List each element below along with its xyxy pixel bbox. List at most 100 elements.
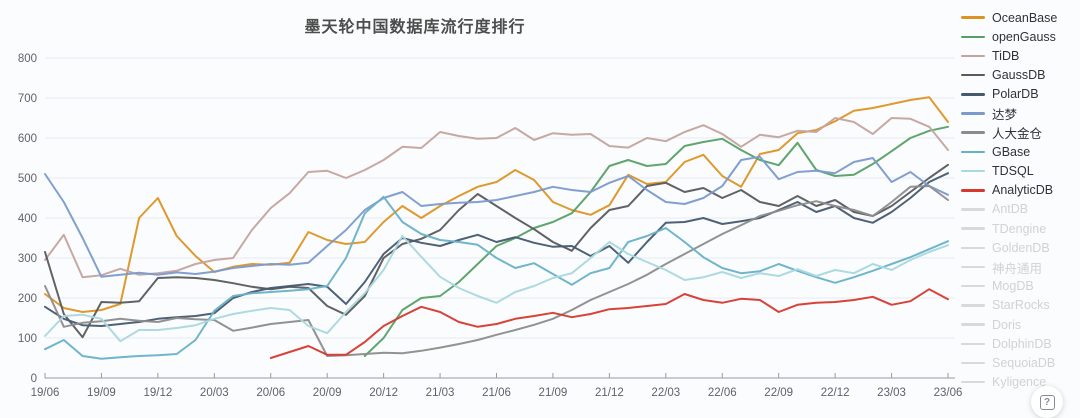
legend-line-swatch	[961, 323, 985, 326]
x-tick-label: 22/12	[821, 387, 850, 399]
legend-item-TDSQL[interactable]: TDSQL	[961, 162, 1079, 181]
series-line-GBase	[44, 195, 949, 360]
legend-label: GoldenDB	[992, 240, 1050, 255]
legend-item-达梦[interactable]: 达梦	[961, 104, 1079, 123]
x-tick-label: 19/12	[143, 387, 172, 399]
legend-line-swatch	[961, 342, 985, 346]
legend-item-Doris[interactable]: Doris	[961, 315, 1079, 334]
y-tick-label: 100	[18, 333, 37, 345]
chart-title: 墨天轮中国数据库流行度排行	[304, 19, 526, 36]
legend-item-OceanBase[interactable]: OceanBase	[961, 8, 1079, 27]
x-tick-label: 19/09	[87, 387, 116, 399]
legend-label: Doris	[992, 317, 1022, 332]
series-line-人大金仓	[44, 185, 949, 357]
legend-line-swatch	[961, 16, 985, 19]
legend-label: 神舟通用	[992, 261, 1043, 276]
y-tick-label: 700	[18, 93, 37, 105]
x-tick-label: 20/06	[256, 387, 285, 399]
x-tick-label: 23/03	[877, 387, 906, 399]
legend-label: GaussDB	[992, 68, 1046, 83]
question-mark-icon: ?	[1039, 394, 1055, 410]
x-tick-label: 20/03	[200, 387, 229, 399]
legend-line-swatch	[961, 54, 985, 58]
y-tick-label: 600	[18, 133, 37, 145]
legend-label: GBase	[992, 144, 1031, 159]
legend-item-GoldenDB[interactable]: GoldenDB	[961, 238, 1079, 257]
legend-item-Kyligence[interactable]: Kyligence	[961, 373, 1079, 392]
legend-line-swatch	[961, 361, 985, 365]
legend-item-StarRocks[interactable]: StarRocks	[961, 296, 1079, 315]
legend-line-swatch	[961, 304, 985, 307]
series-line-达梦	[44, 155, 949, 278]
series-line-OceanBase	[44, 96, 949, 313]
series-line-PolarDB	[44, 172, 949, 327]
legend-item-TiDB[interactable]: TiDB	[961, 46, 1079, 65]
legend-line-swatch	[961, 246, 985, 250]
legend-item-GaussDB[interactable]: GaussDB	[961, 66, 1079, 85]
legend-label: StarRocks	[992, 298, 1050, 313]
series-line-GaussDB	[44, 163, 949, 339]
legend-item-GBase[interactable]: GBase	[961, 142, 1079, 161]
x-tick-label: 21/06	[482, 387, 511, 399]
legend-label: 达梦	[992, 108, 1018, 123]
help-button[interactable]: ?	[1031, 386, 1063, 418]
x-tick-label: 19/06	[31, 387, 60, 399]
legend-item-AntDB[interactable]: AntDB	[961, 200, 1079, 219]
legend-label: Kyligence	[992, 375, 1047, 390]
x-tick-label: 20/12	[369, 387, 398, 399]
y-tick-label: 400	[18, 213, 37, 225]
legend-item-openGauss[interactable]: openGauss	[961, 27, 1079, 46]
legend-line-swatch	[961, 227, 985, 230]
x-tick-label: 22/09	[764, 387, 793, 399]
series-line-AnalyticDB	[269, 288, 949, 359]
series-line-TiDB	[44, 117, 949, 279]
legend-line-swatch	[961, 112, 985, 115]
legend-label: AnalyticDB	[992, 183, 1054, 198]
legend-label: TDSQL	[992, 164, 1034, 179]
x-tick-label: 22/03	[651, 387, 680, 399]
x-tick-label: 20/09	[313, 387, 342, 399]
legend-label: OceanBase	[992, 10, 1058, 25]
legend-label: DolphinDB	[992, 336, 1052, 351]
series-line-TDSQL	[44, 235, 949, 343]
y-tick-label: 800	[18, 53, 37, 65]
legend-item-神舟通用[interactable]: 神舟通用	[961, 257, 1079, 276]
series-line-openGauss	[363, 125, 949, 357]
legend-line-swatch	[961, 169, 985, 173]
x-tick-label: 22/06	[708, 387, 737, 399]
legend-item-人大金仓[interactable]: 人大金仓	[961, 123, 1079, 142]
legend-line-swatch	[961, 150, 985, 154]
legend-line-swatch	[961, 265, 985, 269]
legend-item-TDengine[interactable]: TDengine	[961, 219, 1079, 238]
y-tick-label: 200	[18, 293, 37, 305]
legend-label: AntDB	[992, 202, 1029, 217]
x-tick-label: 21/09	[539, 387, 568, 399]
y-tick-label: 0	[31, 373, 37, 385]
x-tick-label: 21/03	[426, 387, 455, 399]
x-tick-label: 23/06	[934, 387, 963, 399]
legend-item-PolarDB[interactable]: PolarDB	[961, 85, 1079, 104]
legend-item-DolphinDB[interactable]: DolphinDB	[961, 334, 1079, 353]
legend-label: PolarDB	[992, 87, 1039, 102]
legend-label: MogDB	[992, 279, 1034, 294]
y-tick-label: 500	[18, 173, 37, 185]
legend-line-swatch	[961, 93, 985, 96]
legend-item-SequoiaDB[interactable]: SequoiaDB	[961, 353, 1079, 372]
legend-line-swatch	[961, 208, 985, 211]
legend-line-swatch	[961, 131, 985, 134]
legend-line-swatch	[961, 189, 985, 192]
legend-item-AnalyticDB[interactable]: AnalyticDB	[961, 181, 1079, 200]
legend-label: TiDB	[992, 48, 1020, 63]
x-tick-label: 21/12	[595, 387, 624, 399]
legend-line-swatch	[961, 35, 985, 39]
legend-label: SequoiaDB	[992, 355, 1056, 370]
legend-label: openGauss	[992, 29, 1056, 44]
legend-line-swatch	[961, 380, 985, 384]
legend-label: 人大金仓	[992, 127, 1043, 142]
legend-item-MogDB[interactable]: MogDB	[961, 277, 1079, 296]
legend-label: TDengine	[992, 221, 1047, 236]
y-tick-label: 300	[18, 253, 37, 265]
legend-line-swatch	[961, 284, 985, 288]
legend-line-swatch	[961, 73, 985, 77]
